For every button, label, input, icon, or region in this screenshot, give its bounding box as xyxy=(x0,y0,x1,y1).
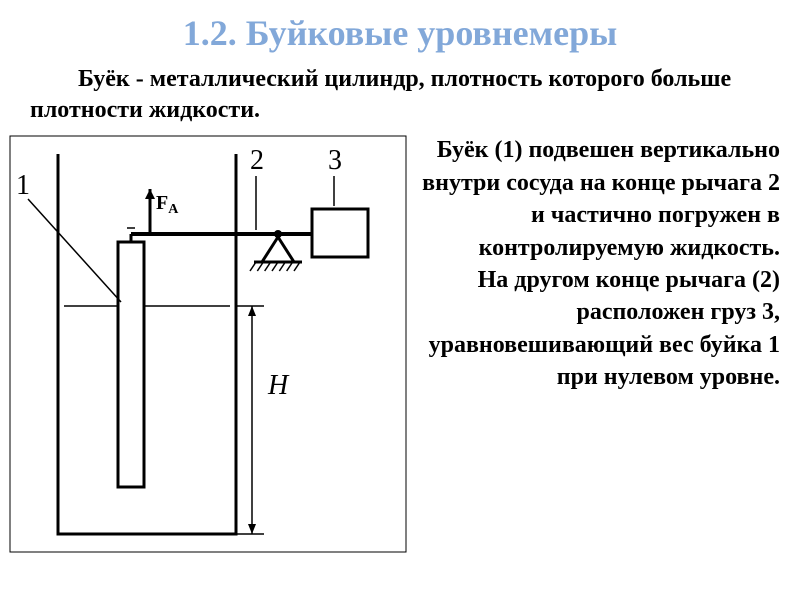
svg-text:3: 3 xyxy=(328,145,342,176)
level-gauge-diagram: 1 2 3 H FA xyxy=(8,134,408,554)
svg-text:H: H xyxy=(267,370,290,401)
intro-paragraph: Буёк - металлический цилиндр, плотность … xyxy=(0,54,800,126)
body-paragraph-2: На другом конце рычага (2) расположен гр… xyxy=(414,264,780,394)
body-paragraph-1: Буёк (1) подвешен вертикально внутри сос… xyxy=(414,134,780,264)
section-title: 1.2. Буйковые уровнемеры xyxy=(0,0,800,54)
svg-text:FA: FA xyxy=(156,192,179,217)
svg-text:1: 1 xyxy=(16,170,30,201)
diagram-column: 1 2 3 H FA xyxy=(8,134,408,554)
content-row: 1 2 3 H FA Буёк (1) подвешен вертикально вну… xyxy=(0,126,800,554)
description-column: Буёк (1) подвешен вертикально внутри сос… xyxy=(408,134,792,554)
svg-text:2: 2 xyxy=(250,145,264,176)
